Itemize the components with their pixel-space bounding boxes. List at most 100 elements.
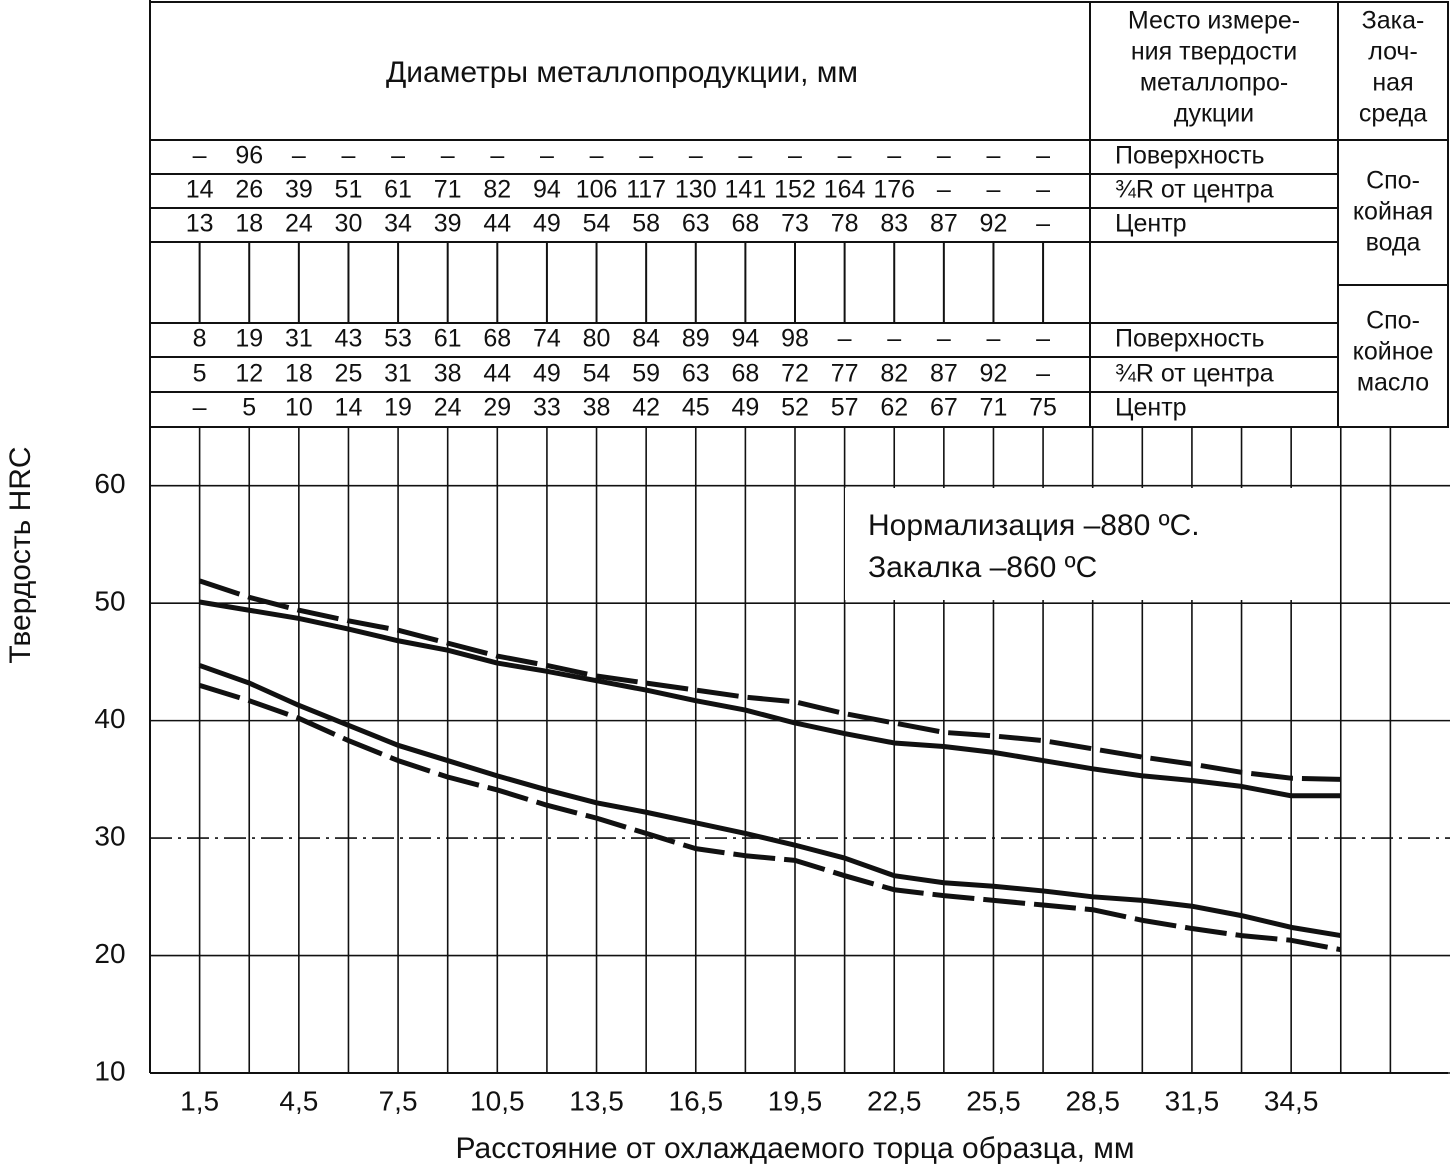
table-cell: 141 <box>725 176 767 204</box>
table-cell: – <box>193 394 207 422</box>
table-header: дукции <box>1174 100 1254 128</box>
table-header: Диаметры металлопродукции, мм <box>386 56 858 89</box>
medium-label: Спо- <box>1366 167 1420 195</box>
table-cell: – <box>639 142 653 170</box>
table-cell: 34 <box>384 210 412 238</box>
table-cell: 19 <box>384 394 412 422</box>
table-cell: – <box>937 142 951 170</box>
table-cell: 82 <box>483 176 511 204</box>
x-tick-label: 19,5 <box>768 1085 823 1116</box>
table-header: металлопро- <box>1140 69 1288 97</box>
table-cell: 39 <box>285 176 313 204</box>
table-cell: – <box>1036 210 1050 238</box>
table-cell: – <box>937 176 951 204</box>
table-cell: 61 <box>384 176 412 204</box>
table-header: ния твердости <box>1131 38 1297 66</box>
table-cell: – <box>788 142 802 170</box>
table-cell: 82 <box>880 360 908 388</box>
y-tick-label: 10 <box>94 1055 125 1086</box>
table-cell: – <box>193 142 207 170</box>
table-cell: 68 <box>731 210 759 238</box>
x-tick-label: 28,5 <box>1065 1085 1120 1116</box>
table-cell: 68 <box>731 360 759 388</box>
table-cell: 12 <box>235 360 263 388</box>
x-tick-label: 22,5 <box>867 1085 922 1116</box>
table-cell: 18 <box>235 210 263 238</box>
table-cell: 49 <box>533 360 561 388</box>
medium-label: койная <box>1353 198 1433 226</box>
table-cell: – <box>689 142 703 170</box>
table-cell: 98 <box>781 325 809 353</box>
medium-label: Спо- <box>1366 307 1420 335</box>
x-tick-label: 25,5 <box>966 1085 1021 1116</box>
table-cell: 31 <box>384 360 412 388</box>
y-tick-label: 40 <box>94 703 125 734</box>
table-cell: – <box>540 142 554 170</box>
hardness-curve <box>198 683 1342 953</box>
table-cell: 8 <box>193 325 207 353</box>
table-cell: 87 <box>930 210 958 238</box>
table-header: Зака- <box>1362 7 1425 35</box>
table-cell: 14 <box>335 394 363 422</box>
table-cell: – <box>490 142 504 170</box>
table-cell: 130 <box>675 176 717 204</box>
table-cell: – <box>1036 142 1050 170</box>
table-cell: – <box>887 142 901 170</box>
table-cell: 30 <box>335 210 363 238</box>
x-tick-label: 34,5 <box>1264 1085 1319 1116</box>
table-cell: – <box>1036 176 1050 204</box>
table-header: ная <box>1372 69 1413 97</box>
table-cell: 42 <box>632 394 660 422</box>
table-cell: 5 <box>193 360 207 388</box>
table-cell: – <box>887 325 901 353</box>
table-cell: 61 <box>434 325 462 353</box>
table-cell: 67 <box>930 394 958 422</box>
table-cell: 176 <box>873 176 915 204</box>
table-header: среда <box>1359 100 1427 128</box>
table-cell: 10 <box>285 394 313 422</box>
table-cell: 49 <box>731 394 759 422</box>
row-label: Центр <box>1115 394 1187 422</box>
table-cell: 13 <box>186 210 214 238</box>
table-cell: – <box>1036 360 1050 388</box>
medium-label: вода <box>1366 229 1421 257</box>
table-cell: 74 <box>533 325 561 353</box>
annotation: Закалка –860 ºС <box>868 551 1097 584</box>
table-cell: 26 <box>235 176 263 204</box>
table-cell: 62 <box>880 394 908 422</box>
table-cell: 94 <box>533 176 561 204</box>
table-cell: 73 <box>781 210 809 238</box>
annotation-box <box>845 488 1338 600</box>
x-tick-label: 31,5 <box>1165 1085 1220 1116</box>
x-tick-label: 7,5 <box>379 1085 418 1116</box>
table-cell: 52 <box>781 394 809 422</box>
table-cell: 92 <box>980 210 1008 238</box>
table-cell: 63 <box>682 210 710 238</box>
table-cell: 96 <box>235 142 263 170</box>
table-cell: – <box>738 142 752 170</box>
table-cell: 49 <box>533 210 561 238</box>
table-cell: 72 <box>781 360 809 388</box>
y-tick-label: 60 <box>94 468 125 499</box>
y-tick-label: 50 <box>94 586 125 617</box>
row-label: Поверхность <box>1115 142 1265 170</box>
table-cell: – <box>987 142 1001 170</box>
table-cell: 19 <box>235 325 263 353</box>
row-label: Центр <box>1115 210 1187 238</box>
table-cell: 18 <box>285 360 313 388</box>
table-cell: 33 <box>533 394 561 422</box>
table-cell: – <box>937 325 951 353</box>
table-cell: 54 <box>583 210 611 238</box>
table-header: лоч- <box>1368 38 1418 66</box>
table-cell: 164 <box>824 176 866 204</box>
table: Диаметры металлопродукции, мм <box>149 1 1449 428</box>
x-axis-label: Расстояние от охлаждаемого торца образца… <box>456 1132 1135 1165</box>
table-cell: 92 <box>980 360 1008 388</box>
hardness-curve <box>198 663 1342 939</box>
table-cell: 38 <box>434 360 462 388</box>
table-cell: 43 <box>335 325 363 353</box>
x-tick-label: 4,5 <box>279 1085 318 1116</box>
table-cell: 77 <box>831 360 859 388</box>
annotation: Нормализация –880 ºС. <box>868 509 1200 542</box>
table-cell: 54 <box>583 360 611 388</box>
